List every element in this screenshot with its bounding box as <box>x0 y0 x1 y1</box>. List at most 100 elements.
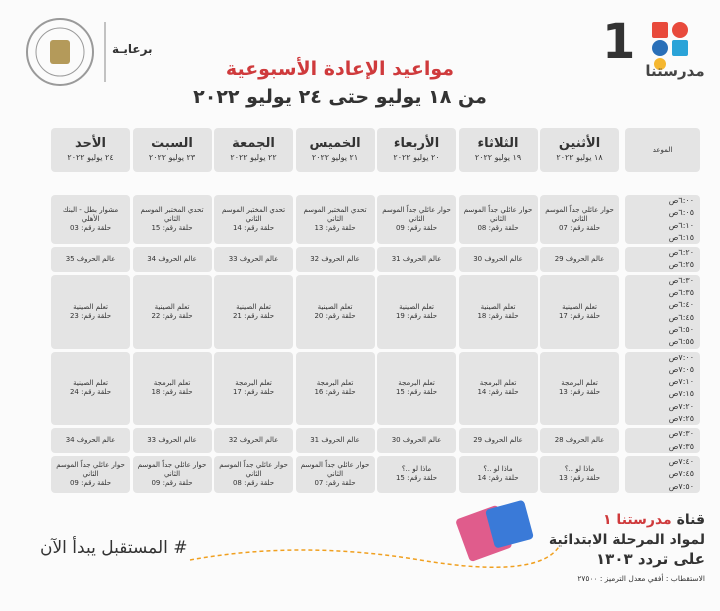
channel-line: قناة مدرستنا ١ <box>520 512 705 528</box>
time-cell: ٧:٤٠ص ٧:٤٥ص ٧:٥٠ص <box>625 456 700 493</box>
time-header-cell: الموعد <box>625 128 700 172</box>
program-title: ماذا لو ..؟ <box>564 465 595 474</box>
day-header: السبت ٢٣ يوليو ٢٠٢٢ <box>132 128 212 172</box>
subtitle: من ١٨ يوليو حتى ٢٤ يوليو ٢٠٢٢ <box>193 86 487 108</box>
sponsor-label: برعايـة <box>112 42 153 56</box>
day-name: الأربعاء <box>393 136 440 151</box>
time-label: ٦:٥٠ص <box>668 324 694 334</box>
time-label: ٧:٥٠ص <box>668 481 694 491</box>
day-date: ١٨ يوليو ٢٠٢٢ <box>556 153 603 162</box>
program-title: عالم الحروف 32 <box>228 436 279 445</box>
program-cell: تعلم الصينية حلقة رقم: 21 <box>214 274 293 349</box>
program-title: تعلم البرمجة <box>153 379 191 388</box>
channel-subject: لمواد المرحلة الابتدائية <box>548 532 705 548</box>
program-cell: تعلم البرمجة حلقة رقم: 16 <box>295 351 375 426</box>
day-date: ١٩ يوليو ٢٠٢٢ <box>474 153 522 162</box>
program-title: عالم الحروف 34 <box>65 436 116 445</box>
program-title: عالم الحروف 34 <box>147 254 197 263</box>
time-label: ٧:٠٠ص <box>668 352 694 362</box>
episode-number: حلقة رقم: 19 <box>395 311 438 320</box>
program-cell: ماذا لو ..؟ حلقة رقم: 14 <box>458 456 538 493</box>
program-title: مشوار بطل - البنك الأهلي <box>62 206 119 224</box>
episode-number: حلقة رقم: 09 <box>69 478 112 487</box>
time-label: ٦:٠٠ص <box>668 196 694 205</box>
program-cell: ماذا لو ..؟ حلقة رقم: 15 <box>377 456 456 493</box>
program-title: عالم الحروف 31 <box>310 436 360 445</box>
episode-number: حلقة رقم: 15 <box>395 474 438 483</box>
episode-number: حلقة رقم: 14 <box>232 224 275 233</box>
program-title: حوار عائلي جداً الموسم الثاني <box>545 206 614 224</box>
time-cell: ٧:٠٠ص ٧:٠٥ص ٧:١٠ص ٧:١٥ص ٧:٢٠ص ٧:٢٥ص <box>625 351 700 426</box>
program-title: تعلم البرمجة <box>316 379 354 388</box>
program-cell: عالم الحروف 30 <box>458 247 538 272</box>
program-cell: تعلم البرمجة حلقة رقم: 17 <box>214 351 293 426</box>
time-label: ٦:٣٥ص <box>668 288 694 298</box>
episode-number: حلقة رقم: 07 <box>314 478 356 487</box>
program-title: تعلم الصينية <box>236 302 271 311</box>
episode-number: حلقة رقم: 07 <box>558 224 601 233</box>
time-label: ٧:٤٠ص <box>668 457 694 466</box>
program-title: عالم الحروف 33 <box>228 254 279 263</box>
time-label: ٦:٢٠ص <box>668 248 694 258</box>
episode-number: حلقة رقم: 14 <box>477 388 519 397</box>
program-title: عالم الحروف 31 <box>391 254 442 263</box>
time-label: ٦:٠٥ص <box>668 208 694 218</box>
program-cell: تعلم البرمجة حلقة رقم: 14 <box>458 351 538 426</box>
time-label: ٧:٠٥ص <box>668 364 694 374</box>
day-header: الثلاثاء ١٩ يوليو ٢٠٢٢ <box>458 128 538 172</box>
program-cell: تعلم الصينية حلقة رقم: 18 <box>458 274 538 349</box>
program-cell: تعلم الصينية حلقة رقم: 17 <box>540 274 619 349</box>
logo-text: مدرستنا <box>645 62 705 80</box>
episode-number: حلقة رقم: 13 <box>558 474 601 483</box>
program-cell: عالم الحروف 32 <box>295 247 375 272</box>
program-cell: تعلم البرمجة حلقة رقم: 13 <box>540 351 619 426</box>
title: مواعيد الإعادة الأسبوعية <box>225 58 455 80</box>
program-cell: عالم الحروف 28 <box>540 428 619 453</box>
day-header: الخميس ٢١ يوليو ٢٠٢٢ <box>295 128 375 172</box>
day-name: الأثنين <box>558 136 601 151</box>
program-cell: تعلم البرمجة حلقة رقم: 18 <box>132 351 212 426</box>
program-title: حوار عائلي جداً الموسم الثاني <box>219 460 288 478</box>
program-cell: تعلم الصينية حلقة رقم: 23 <box>51 274 130 349</box>
episode-number: حلقة رقم: 13 <box>314 224 356 233</box>
day-date: ٢٤ يوليو ٢٠٢٢ <box>67 153 114 162</box>
frequency: على تردد ١٣٠٣ <box>596 550 705 568</box>
program-title: حوار عائلي جداً الموسم الثاني <box>56 460 125 478</box>
time-label: ٦:٣٠ص <box>668 275 694 285</box>
program-title: تعلم البرمجة <box>561 379 598 388</box>
episode-number: حلقة رقم: 24 <box>69 388 112 397</box>
program-title: تعلم الصينية <box>562 302 597 311</box>
program-cell: عالم الحروف 33 <box>214 247 293 272</box>
program-title: عالم الحروف 32 <box>310 254 360 263</box>
program-title: ماذا لو ..؟ <box>483 465 513 474</box>
episode-number: حلقة رقم: 15 <box>395 388 438 397</box>
day-header: الأربعاء ٢٠ يوليو ٢٠٢٢ <box>377 128 456 172</box>
program-title: تعلم الصينية <box>73 302 108 311</box>
day-header: الجمعة ٢٢ يوليو ٢٠٢٢ <box>214 128 293 172</box>
program-cell: تعلم الصينية حلقة رقم: 19 <box>377 274 456 349</box>
program-cell: مشوار بطل - البنك الأهلي حلقة رقم: 03 <box>51 195 130 245</box>
time-cell: ٦:٢٠ص ٦:٢٥ص <box>625 247 700 272</box>
program-cell: تحدي المختبر الموسم الثاني حلقة رقم: 15 <box>132 195 212 245</box>
time-label: ٧:١٥ص <box>668 389 694 399</box>
program-cell: عالم الحروف 34 <box>51 428 130 453</box>
program-cell: حوار عائلي جداً الموسم الثاني حلقة رقم: 0… <box>132 456 212 493</box>
program-cell: عالم الحروف 33 <box>132 428 212 453</box>
episode-number: حلقة رقم: 08 <box>477 224 519 233</box>
episode-number: حلقة رقم: 08 <box>232 478 275 487</box>
logo-number: 1 <box>602 14 636 70</box>
episode-number: حلقة رقم: 16 <box>314 388 356 397</box>
time-label: ٦:١٥ص <box>668 232 694 242</box>
program-cell: تحدي المختبر الموسم الثاني حلقة رقم: 14 <box>214 195 293 245</box>
program-title: حوار عائلي جداً الموسم الثاني <box>382 206 451 224</box>
time-cell: ٦:٠٠ص ٦:٠٥ص ٦:١٠ص ٦:١٥ص <box>625 195 700 245</box>
hashtag: # المستقبل يبدأ الآن <box>40 538 188 558</box>
program-cell: عالم الحروف 30 <box>377 428 456 453</box>
program-cell: تحدي المختبر الموسم الثاني حلقة رقم: 13 <box>295 195 375 245</box>
time-label: ٦:٥٥ص <box>668 337 694 347</box>
day-name: السبت <box>151 136 193 151</box>
program-title: حوار عائلي جداً الموسم الثاني <box>463 206 533 224</box>
episode-number: حلقة رقم: 23 <box>69 311 112 320</box>
